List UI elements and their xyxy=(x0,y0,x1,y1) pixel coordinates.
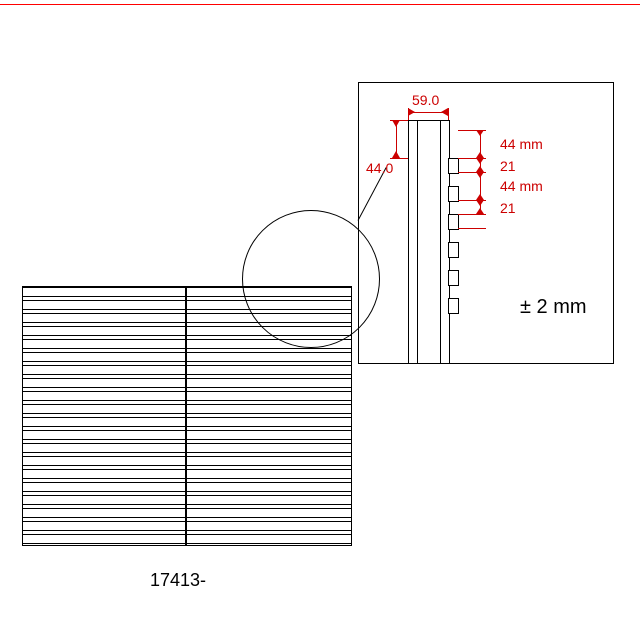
panel-slat xyxy=(23,443,351,453)
dim-arrow xyxy=(441,108,448,116)
detail-tooth xyxy=(448,242,459,258)
dim-arrow xyxy=(476,200,484,206)
dim-arrow xyxy=(476,208,484,214)
detail-tooth xyxy=(448,270,459,286)
panel-slat xyxy=(23,430,351,440)
dim-arrow xyxy=(476,172,484,178)
detail-column-left xyxy=(408,120,418,363)
part-number: 17413- xyxy=(150,570,206,591)
dim-arrow xyxy=(476,130,484,136)
panel-slat xyxy=(23,365,351,375)
dim-ext xyxy=(458,214,486,215)
dim-height-left: 44.0 xyxy=(366,160,393,176)
panel-slat xyxy=(23,417,351,427)
dim-arrow xyxy=(476,158,484,164)
panel-slat xyxy=(23,378,351,388)
panel-slat xyxy=(23,508,351,518)
top-rule xyxy=(0,4,640,5)
panel-slat xyxy=(23,404,351,414)
panel-slat xyxy=(23,352,351,362)
dim-ext xyxy=(448,108,449,120)
detail-column-top xyxy=(408,120,448,121)
tolerance-note: ± 2 mm xyxy=(520,296,587,319)
panel-slat xyxy=(23,521,351,531)
dim-arrow xyxy=(392,120,400,127)
panel-slat xyxy=(23,469,351,479)
dim-ext xyxy=(390,158,408,159)
dim-ext xyxy=(458,228,486,229)
dim-pitch-a: 44 mm xyxy=(500,136,543,152)
dim-width-top: 59.0 xyxy=(412,92,439,108)
panel-slat xyxy=(23,495,351,505)
panel-divider xyxy=(185,287,187,545)
dim-pitch-b: 44 mm xyxy=(500,178,543,194)
dim-arrow xyxy=(408,108,415,116)
dim-gap-1: 21 xyxy=(500,158,516,174)
detail-tooth xyxy=(448,298,459,314)
panel-slat xyxy=(23,391,351,401)
panel-slat xyxy=(23,482,351,492)
panel-slat xyxy=(23,534,351,544)
dim-arrow xyxy=(392,151,400,158)
dim-gap-2: 21 xyxy=(500,200,516,216)
panel-slat xyxy=(23,456,351,466)
